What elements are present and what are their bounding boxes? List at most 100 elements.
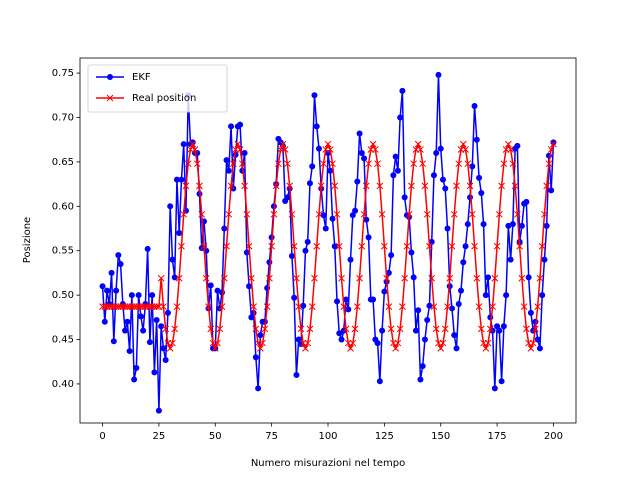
y-tick-label: 0.75 bbox=[52, 68, 74, 79]
marker bbox=[374, 160, 381, 168]
marker bbox=[153, 316, 160, 323]
marker bbox=[153, 303, 161, 311]
marker bbox=[401, 194, 408, 201]
marker bbox=[225, 167, 232, 174]
marker bbox=[347, 345, 354, 352]
legend-label: Real position bbox=[132, 93, 196, 104]
marker bbox=[496, 327, 503, 334]
marker bbox=[421, 182, 429, 190]
marker bbox=[458, 287, 465, 294]
marker bbox=[302, 247, 309, 254]
marker bbox=[476, 174, 483, 181]
marker bbox=[313, 123, 320, 130]
marker bbox=[455, 300, 462, 307]
marker bbox=[491, 274, 499, 282]
marker bbox=[451, 332, 458, 339]
marker bbox=[426, 242, 433, 250]
marker bbox=[415, 307, 422, 314]
marker bbox=[214, 287, 221, 294]
marker bbox=[189, 140, 197, 148]
marker bbox=[527, 345, 535, 352]
marker bbox=[509, 160, 517, 168]
marker bbox=[547, 146, 555, 153]
marker bbox=[216, 325, 224, 333]
marker bbox=[196, 182, 203, 190]
marker bbox=[529, 339, 537, 347]
marker bbox=[358, 150, 365, 157]
marker bbox=[541, 210, 548, 218]
marker bbox=[295, 303, 303, 311]
marker bbox=[371, 146, 379, 153]
marker bbox=[520, 303, 528, 311]
marker bbox=[466, 182, 474, 190]
marker bbox=[270, 210, 278, 218]
marker bbox=[424, 316, 431, 323]
marker bbox=[408, 249, 415, 256]
marker bbox=[162, 356, 169, 363]
marker bbox=[383, 274, 390, 282]
marker bbox=[534, 336, 541, 343]
marker bbox=[243, 249, 250, 256]
marker bbox=[173, 176, 180, 183]
x-tick-label: 50 bbox=[209, 431, 222, 442]
marker bbox=[275, 160, 282, 168]
x-tick-label: 125 bbox=[375, 431, 394, 442]
marker bbox=[309, 163, 316, 170]
marker bbox=[211, 345, 219, 352]
y-axis-label: Posizione bbox=[22, 217, 33, 263]
marker bbox=[545, 160, 553, 168]
marker bbox=[489, 303, 496, 311]
marker bbox=[241, 182, 248, 190]
marker bbox=[126, 348, 133, 355]
marker bbox=[288, 253, 295, 260]
marker bbox=[268, 242, 275, 250]
marker bbox=[365, 234, 372, 241]
marker bbox=[324, 140, 332, 148]
marker bbox=[408, 182, 415, 190]
marker bbox=[503, 292, 510, 299]
y-tick-label: 0.70 bbox=[52, 113, 74, 124]
marker bbox=[543, 222, 550, 229]
series bbox=[99, 140, 557, 352]
marker bbox=[343, 296, 350, 303]
marker bbox=[507, 146, 514, 153]
marker bbox=[325, 150, 331, 157]
marker bbox=[536, 345, 543, 352]
marker bbox=[178, 176, 185, 183]
marker bbox=[169, 339, 176, 347]
marker bbox=[394, 339, 402, 347]
marker bbox=[234, 140, 242, 148]
marker bbox=[358, 242, 366, 250]
marker bbox=[311, 274, 318, 282]
marker bbox=[399, 303, 406, 311]
marker bbox=[171, 325, 179, 333]
x-tick-label: 150 bbox=[431, 431, 450, 442]
marker bbox=[146, 339, 153, 346]
marker bbox=[550, 140, 557, 148]
marker bbox=[162, 325, 170, 333]
marker bbox=[166, 345, 174, 352]
marker bbox=[313, 242, 321, 250]
marker bbox=[473, 274, 481, 282]
marker bbox=[237, 121, 244, 128]
marker bbox=[290, 242, 298, 250]
marker bbox=[182, 182, 190, 190]
marker bbox=[378, 210, 386, 218]
marker bbox=[498, 378, 505, 385]
marker bbox=[376, 182, 384, 190]
marker bbox=[449, 305, 455, 312]
marker bbox=[257, 345, 264, 352]
marker bbox=[485, 274, 492, 281]
marker bbox=[363, 216, 370, 223]
marker bbox=[219, 289, 226, 296]
marker bbox=[453, 345, 460, 352]
marker bbox=[333, 210, 341, 218]
marker bbox=[228, 123, 235, 130]
marker bbox=[293, 372, 300, 379]
x-tick-label: 100 bbox=[318, 431, 337, 442]
marker bbox=[347, 256, 354, 263]
marker bbox=[532, 325, 539, 333]
x-tick-label: 175 bbox=[488, 431, 507, 442]
marker bbox=[295, 336, 302, 343]
